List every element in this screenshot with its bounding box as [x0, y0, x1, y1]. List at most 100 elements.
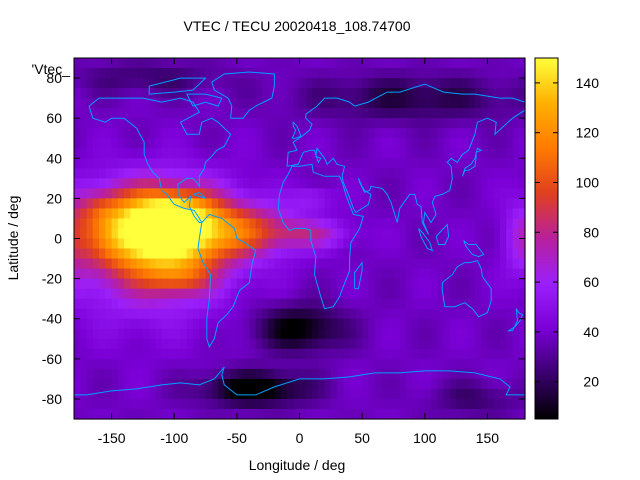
heatmap-cell: [355, 188, 363, 199]
heatmap-cell: [456, 228, 463, 240]
heatmap-cell: [481, 198, 489, 210]
heatmap-cell: [387, 88, 395, 99]
heatmap-cell: [368, 58, 376, 69]
heatmap-cell: [174, 298, 182, 310]
heatmap-cell: [193, 328, 200, 340]
heatmap-cell: [399, 128, 407, 139]
heatmap-cell: [506, 108, 514, 119]
heatmap-cell: [368, 338, 376, 350]
heatmap-cell: [462, 178, 470, 189]
heatmap-cell: [299, 208, 307, 220]
heatmap-cell: [243, 338, 250, 350]
heatmap-cell: [205, 268, 213, 280]
heatmap-cell: [230, 98, 238, 109]
heatmap-cell: [80, 218, 88, 230]
heatmap-cell: [456, 218, 463, 230]
heatmap-cell: [199, 298, 207, 310]
heatmap-cell: [268, 188, 276, 199]
heatmap-cell: [305, 348, 313, 360]
heatmap-cell: [130, 278, 138, 290]
heatmap-cell: [399, 398, 407, 410]
heatmap-cell: [474, 188, 482, 199]
heatmap-cell: [437, 218, 445, 230]
heatmap-cell: [368, 98, 376, 109]
heatmap-cell: [193, 308, 200, 320]
heatmap-cell: [506, 198, 514, 210]
heatmap-cell: [130, 168, 138, 179]
heatmap-cell: [161, 278, 169, 290]
heatmap-cell: [324, 178, 332, 189]
colorbar: [534, 57, 559, 420]
heatmap-cell: [161, 218, 169, 230]
heatmap-cell: [468, 178, 476, 189]
heatmap-cell: [286, 288, 294, 300]
heatmap-cell: [161, 228, 169, 240]
heatmap-cell: [174, 268, 182, 280]
heatmap-cell: [99, 118, 106, 129]
heatmap-cell: [99, 268, 106, 280]
heatmap-cell: [299, 288, 307, 300]
heatmap-cell: [493, 298, 501, 310]
heatmap-cell: [142, 338, 150, 350]
heatmap-cell: [368, 198, 376, 210]
x-axis-label: Longitude / deg: [249, 457, 346, 473]
heatmap-cell: [243, 368, 250, 380]
heatmap-cell: [324, 128, 332, 139]
heatmap-cell: [155, 68, 163, 79]
heatmap-cell: [512, 98, 520, 109]
heatmap-cell: [224, 358, 232, 370]
heatmap-cell: [74, 308, 81, 320]
heatmap-cell: [380, 358, 388, 370]
heatmap-cell: [487, 318, 495, 330]
heatmap-cell: [405, 268, 413, 280]
heatmap-cell: [424, 198, 432, 210]
heatmap-cell: [268, 388, 276, 400]
heatmap-cell: [230, 318, 238, 330]
heatmap-cell: [349, 58, 357, 69]
heatmap-cell: [186, 98, 194, 109]
colorbar-tick-label: 80: [583, 224, 599, 240]
heatmap-cell: [518, 348, 526, 360]
heatmap-cell: [161, 178, 169, 189]
heatmap-cell: [167, 68, 175, 79]
heatmap-cell: [499, 208, 507, 220]
heatmap-cell: [374, 218, 382, 230]
heatmap-cell: [149, 158, 157, 169]
heatmap-cell: [481, 318, 489, 330]
heatmap-cell: [199, 338, 207, 350]
heatmap-cell: [224, 388, 232, 400]
heatmap-cell: [205, 288, 213, 300]
heatmap-cell: [518, 178, 526, 189]
heatmap-cell: [199, 158, 207, 169]
heatmap-cell: [174, 88, 182, 99]
heatmap-cell: [330, 318, 338, 330]
heatmap-cell: [99, 148, 106, 159]
heatmap-cell: [117, 258, 125, 270]
heatmap-cell: [86, 348, 94, 360]
heatmap-cell: [224, 368, 232, 380]
heatmap-cell: [199, 218, 207, 230]
heatmap-cell: [374, 328, 382, 340]
heatmap-cell: [374, 378, 382, 390]
heatmap-cell: [86, 368, 94, 380]
heatmap-cell: [312, 208, 319, 220]
heatmap-cell: [493, 118, 501, 129]
heatmap-cell: [243, 388, 250, 400]
heatmap-cell: [149, 118, 157, 129]
heatmap-cell: [74, 318, 81, 330]
heatmap-cell: [506, 388, 514, 400]
heatmap-cell: [512, 388, 520, 400]
heatmap-cell: [255, 78, 263, 89]
heatmap-cell: [506, 58, 514, 69]
heatmap-cell: [236, 338, 244, 350]
heatmap-cell: [149, 338, 157, 350]
heatmap-cell: [149, 298, 157, 310]
heatmap-cell: [362, 348, 369, 360]
heatmap-cell: [462, 218, 470, 230]
heatmap-cell: [493, 168, 501, 179]
heatmap-cell: [387, 198, 395, 210]
heatmap-cell: [261, 328, 269, 340]
heatmap-cell: [180, 348, 188, 360]
heatmap-cell: [481, 338, 489, 350]
heatmap-cell: [399, 148, 407, 159]
